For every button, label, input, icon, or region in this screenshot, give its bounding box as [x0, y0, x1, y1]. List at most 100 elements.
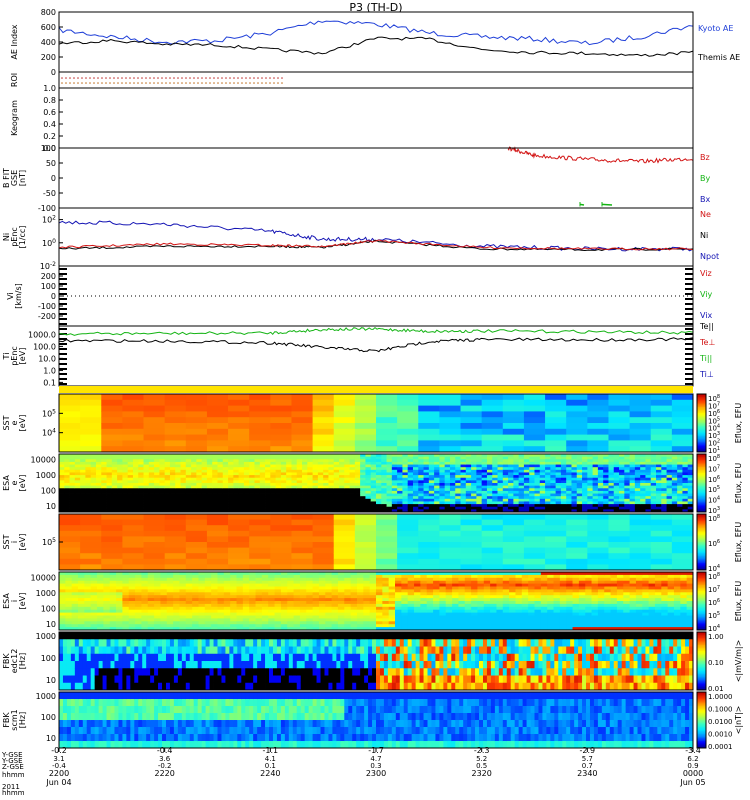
spectrogram-cell: [154, 454, 160, 458]
spectrogram-cell: [376, 417, 398, 424]
spectrogram-cell: [481, 467, 488, 471]
spectrogram-cell: [318, 618, 326, 622]
spectrogram-cell: [328, 459, 335, 463]
spectrogram-cell: [629, 405, 652, 412]
spectrogram-cell: [423, 509, 430, 513]
spectrogram-cell: [141, 580, 149, 584]
spectrogram-cell: [608, 485, 615, 489]
spectrogram-cell: [242, 603, 250, 608]
axis-label-line: [km/s]: [14, 283, 23, 309]
spectrogram-cell: [179, 609, 187, 613]
spectrogram-cell: [407, 461, 414, 465]
spectrogram-cell: [147, 572, 155, 576]
spectrogram-cell: [624, 475, 630, 479]
spectrogram-cell: [233, 469, 240, 473]
spectrogram-cell: [560, 456, 567, 460]
spectrogram-cell: [173, 598, 180, 602]
axis-label-line: GSE: [10, 170, 19, 186]
spectrogram-cell: [228, 564, 250, 571]
spectrogram-cell: [464, 621, 472, 625]
spectrogram-cell: [458, 624, 466, 628]
spectrogram-cell: [211, 627, 218, 631]
spectrogram-cell: [483, 577, 491, 582]
spectrogram-cell: [661, 467, 667, 471]
spectrogram-cell: [465, 469, 472, 473]
spectrogram-cell: [164, 475, 171, 479]
spectrogram-cell: [275, 464, 282, 468]
spectrogram-cell: [388, 586, 396, 590]
spectrogram-cell: [122, 618, 130, 622]
spectrogram-cell: [363, 627, 371, 631]
spectrogram-cell: [185, 586, 193, 590]
spectrogram-cell: [325, 609, 333, 613]
spectrogram-cell: [640, 472, 646, 476]
spectrogram-cell: [217, 624, 225, 628]
spectrogram-cell: [138, 459, 144, 463]
spectrogram-cell: [608, 558, 630, 565]
roi-dot: [261, 82, 263, 84]
spectrogram-cell: [296, 464, 303, 468]
spectrogram-cell: [255, 624, 263, 628]
spectrogram-cell: [138, 454, 144, 458]
spectrogram-cell: [80, 564, 102, 571]
spectrogram-cell: [228, 467, 234, 471]
spectrogram-cell: [270, 456, 277, 460]
spectrogram-cell: [217, 583, 225, 587]
spectrogram-cell: [407, 459, 414, 463]
spectrogram-cell: [645, 493, 652, 497]
spectrogram-cell: [477, 598, 485, 602]
spectrogram-cell: [471, 483, 477, 487]
spectrogram-cell: [286, 477, 292, 481]
spectrogram-cell: [185, 411, 208, 418]
spectrogram-cell: [650, 514, 673, 520]
spectrogram-cell: [243, 459, 250, 463]
spectrogram-cell: [333, 464, 340, 468]
spectrogram-cell: [464, 627, 472, 631]
spectrogram-cell: [513, 472, 520, 476]
spectrogram-cell: [560, 485, 567, 489]
spectrogram-cell: [523, 405, 546, 412]
spectrogram-cell: [369, 627, 377, 631]
spectrogram-cell: [545, 496, 551, 500]
spectrogram-cell: [619, 472, 625, 476]
spectrogram-cell: [513, 496, 520, 500]
spectrogram-cell: [287, 601, 294, 605]
spectrogram-cell: [560, 477, 567, 481]
spectrogram-cell: [363, 583, 371, 587]
spectrogram-cell: [185, 446, 208, 453]
spectrogram-cell: [608, 456, 615, 460]
spectrogram-cell: [223, 624, 231, 628]
spectrogram-cell: [59, 485, 65, 489]
spectrogram-cell: [164, 536, 187, 543]
spectrogram-cell: [59, 506, 65, 510]
spectrogram-cell: [233, 488, 240, 492]
spectrogram-cell: [508, 485, 514, 489]
spectrogram-cell: [143, 440, 166, 447]
spectrogram-cell: [180, 496, 187, 500]
spectrogram-cell: [312, 485, 319, 489]
spectrogram-cell: [106, 483, 113, 487]
spectrogram-cell: [481, 542, 504, 548]
spectrogram-cell: [228, 493, 234, 497]
spectrogram-cell: [280, 461, 287, 465]
spectrogram-cell: [645, 469, 652, 473]
spectrogram-cell: [328, 488, 335, 492]
spectrogram-cell: [382, 606, 390, 611]
spectrogram-cell: [650, 490, 657, 494]
spectrogram-cell: [64, 504, 70, 508]
spectrogram-cell: [452, 589, 459, 593]
spectrogram-cell: [645, 477, 652, 481]
spectrogram-cell: [492, 493, 498, 497]
spectrogram-cell: [143, 558, 166, 565]
spectrogram-cell: [365, 490, 372, 494]
spectrogram-cell: [173, 624, 180, 628]
spectrogram-cell: [148, 459, 155, 463]
spectrogram-cell: [534, 475, 541, 479]
spectrogram-cell: [122, 477, 129, 481]
spectrogram-cell: [481, 440, 504, 447]
spectrogram-cell: [534, 467, 541, 471]
axis-label-line: B FIT: [2, 168, 11, 188]
spectrogram-cell: [624, 467, 630, 471]
spectrogram-cell: [127, 506, 134, 510]
spectrogram-cell: [78, 624, 85, 628]
